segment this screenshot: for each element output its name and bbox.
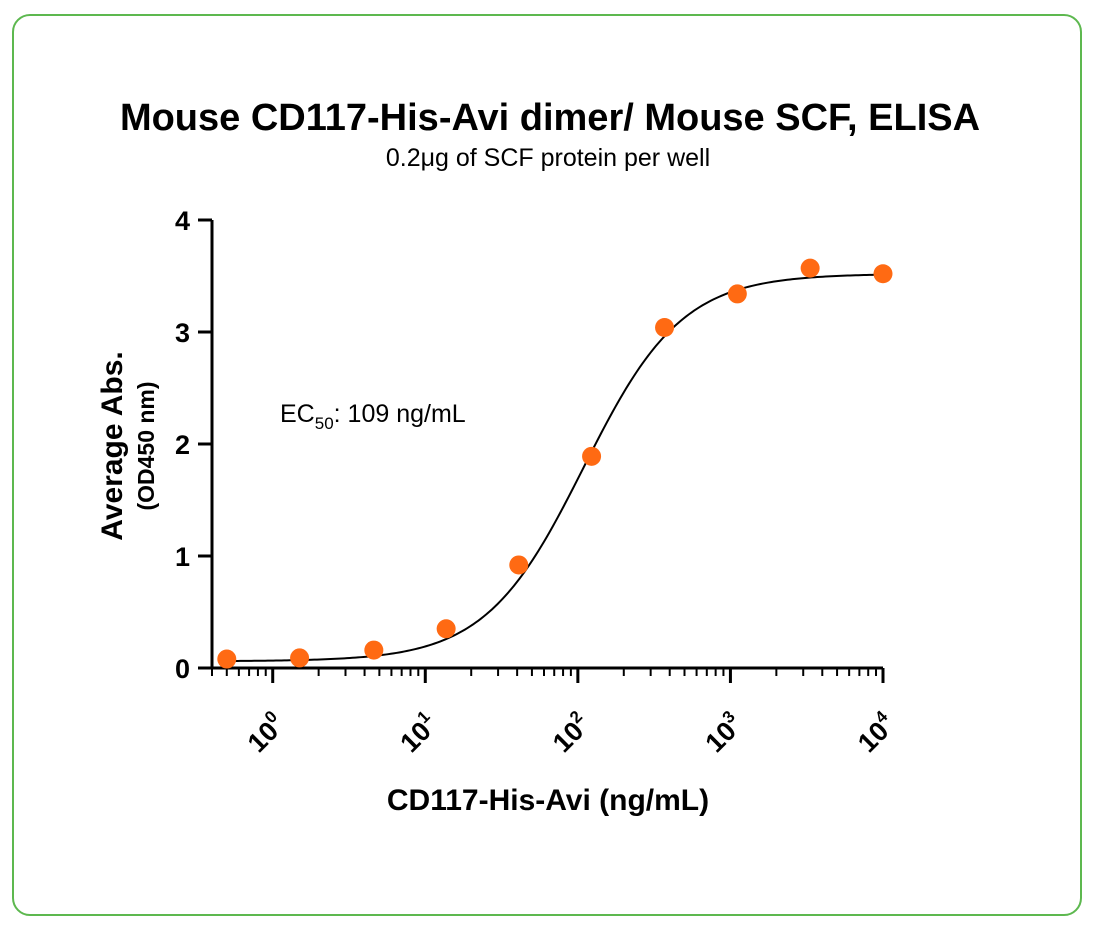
chart-subtitle: 0.2μg of SCF protein per well [386,144,710,172]
data-point-1 [290,648,310,668]
y-tick-label-2: 2 [175,430,190,460]
chart-frame [12,14,1082,916]
y-tick-label-4: 4 [175,206,190,236]
x-tick-label-2: 102 [545,707,596,758]
data-point-8 [800,258,820,278]
data-point-0 [217,649,237,669]
x-tick-label-0: 100 [240,707,291,758]
data-point-9 [873,264,893,284]
axes: 0 1 2 3 4 100 101 102 103 104 [175,206,902,759]
data-point-3 [436,619,456,639]
data-point-7 [727,284,747,304]
x-tick-label-1: 101 [392,707,443,758]
x-axis-label: CD117-His-Avi (ng/mL) [387,784,709,817]
ec50-prefix: EC [280,400,315,428]
data-point-2 [364,640,384,660]
y-tick-label-3: 3 [175,318,190,348]
y-tick-label-0: 0 [175,654,190,684]
fit-curve [226,273,884,663]
ec50-subscript: 50 [315,414,334,433]
chart-title: Mouse CD117-His-Avi dimer/ Mouse SCF, EL… [120,97,980,139]
y-tick-label-1: 1 [175,542,190,572]
data-points [217,258,893,669]
x-tick-label-3: 103 [697,707,748,758]
y-axis-label-sub: (OD450 nm) [133,381,159,510]
data-point-6 [655,318,675,338]
y-axis-label: Average Abs. [96,351,129,541]
data-point-4 [509,555,529,575]
x-tick-label-4: 104 [850,707,902,759]
ec50-annotation: EC50: 109 ng/mL [280,400,466,433]
ec50-value: : 109 ng/mL [334,400,466,428]
data-point-5 [582,446,602,466]
fit-curve-layer [226,273,884,663]
